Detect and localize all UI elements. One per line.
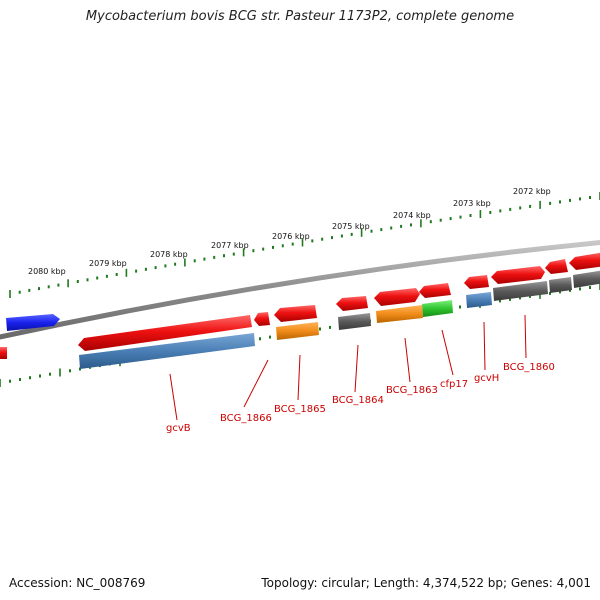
cds-cfp17-fwd: [419, 283, 451, 298]
genome-summary: Topology: circular; Length: 4,374,522 bp…: [261, 576, 591, 590]
gene-label-BCG_1864: BCG_1864: [332, 395, 384, 406]
kbp-label-2076: 2076 kbp: [272, 232, 310, 241]
gene-label-BCG_1866: BCG_1866: [220, 413, 272, 424]
cds-BCG_1863-fwd: [374, 288, 420, 306]
leader-cfp17: [441, 329, 454, 376]
kbp-labels: 2080 kbp 2079 kbp 2078 kbp 2077 kbp 2076…: [28, 187, 551, 276]
kbp-label-2072: 2072 kbp: [513, 187, 551, 196]
cds-small-1: [254, 312, 270, 326]
kbp-label-2080: 2080 kbp: [28, 267, 66, 276]
leader-BCG_1860: [524, 314, 527, 359]
kbp-label-2079: 2079 kbp: [89, 259, 127, 268]
outer-ruler: [9, 192, 600, 298]
gene-label-BCG_1860: BCG_1860: [503, 362, 555, 373]
leader-BCG_1864: [354, 344, 359, 393]
leader-BCG_1865: [297, 354, 301, 401]
leader-gcvB: [169, 373, 178, 421]
forward-features: [6, 252, 600, 351]
cds-fwd-8: [569, 252, 600, 270]
label-leaders: [169, 314, 527, 421]
leader-BCG_1866: [243, 359, 269, 408]
cds-fwd-7: [545, 259, 568, 274]
cds-BCG_1865-fwd: [274, 305, 317, 322]
feature-cfp17-green: [422, 300, 453, 317]
kbp-label-2073: 2073 kbp: [453, 199, 491, 208]
feature-gray-2: [549, 277, 572, 293]
cds-gcvH-fwd: [464, 275, 489, 289]
feature-BCG_1864-gray: [338, 313, 371, 330]
map-title: Mycobacterium bovis BCG str. Pasteur 117…: [85, 9, 515, 24]
leader-gcvH: [483, 321, 486, 371]
secondary-features: [0, 270, 600, 369]
feature-BCG_1860-gray: [493, 281, 548, 301]
rna-feature: [6, 314, 60, 331]
feature-BCG_1865-orange: [276, 322, 319, 340]
accession-label: Accession: NC_008769: [9, 576, 146, 590]
feature-gcvB-blue: [79, 333, 255, 369]
cds-left-edge: [0, 347, 7, 359]
gene-label-cfp17: cfp17: [440, 379, 468, 390]
feature-gray-3: [573, 270, 600, 288]
cds-gcvB: [78, 315, 252, 351]
feature-gcvH-blue: [466, 292, 492, 308]
kbp-label-2075: 2075 kbp: [332, 222, 370, 231]
gene-label-gcvB: gcvB: [166, 423, 191, 434]
gene-label-BCG_1863: BCG_1863: [386, 385, 438, 396]
feature-BCG_1863-orange: [376, 305, 423, 323]
gene-labels: gcvB BCG_1866 BCG_1865 BCG_1864 BCG_1863…: [166, 362, 555, 434]
cds-BCG_1860-fwd: [491, 266, 545, 284]
leader-BCG_1863: [404, 337, 411, 383]
cds-BCG_1864-fwd: [336, 296, 368, 311]
gene-label-BCG_1865: BCG_1865: [274, 404, 326, 415]
genome-backbone: [0, 239, 600, 340]
kbp-label-2078: 2078 kbp: [150, 250, 188, 259]
kbp-label-2077: 2077 kbp: [211, 241, 249, 250]
gene-label-gcvH: gcvH: [474, 373, 499, 384]
kbp-label-2074: 2074 kbp: [393, 211, 431, 220]
